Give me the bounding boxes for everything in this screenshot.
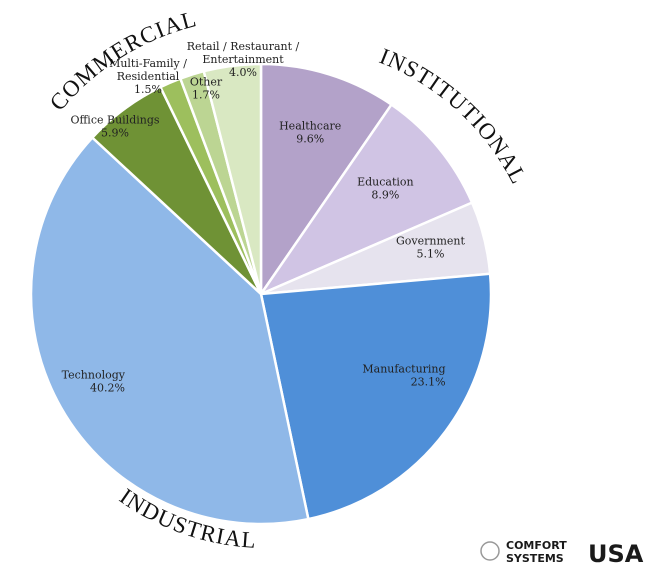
slice-label: Manufacturing 23.1% <box>362 362 445 388</box>
logo-brand: USA <box>588 540 644 567</box>
pie-slice-retail-restaurant <box>202 62 263 295</box>
slice-label: Technology 40.2% <box>62 369 126 395</box>
slice-label: Retail / Restaurant / Entertainment 4.0% <box>187 40 300 79</box>
slice-label: Education 8.9% <box>357 175 414 201</box>
slice-labels: Healthcare 9.6% Education 8.9% Government 5.1… <box>62 40 466 395</box>
pie-slice-healthcare <box>259 62 394 299</box>
slice-label: Multi-Family / Residential 1.5% <box>109 57 187 96</box>
pie-slice-manufacturing <box>259 272 493 521</box>
slice-label: Other 1.7% <box>190 76 223 102</box>
comfort-systems-logo: COMFORT SYSTEMS USA <box>480 539 644 567</box>
slice-label: Government 5.1% <box>396 235 466 261</box>
slice-label: Healthcare 9.6% <box>279 119 341 145</box>
logo-line-2: SYSTEMS <box>506 552 564 565</box>
slice-label: Office Buildings 5.9% <box>70 114 159 140</box>
pie-slice-technology <box>29 135 310 526</box>
logo-line-1: COMFORT <box>506 539 567 552</box>
pie-slices <box>29 62 493 526</box>
logo-swirl-icon <box>480 541 500 561</box>
pie-slice-education <box>257 102 474 297</box>
